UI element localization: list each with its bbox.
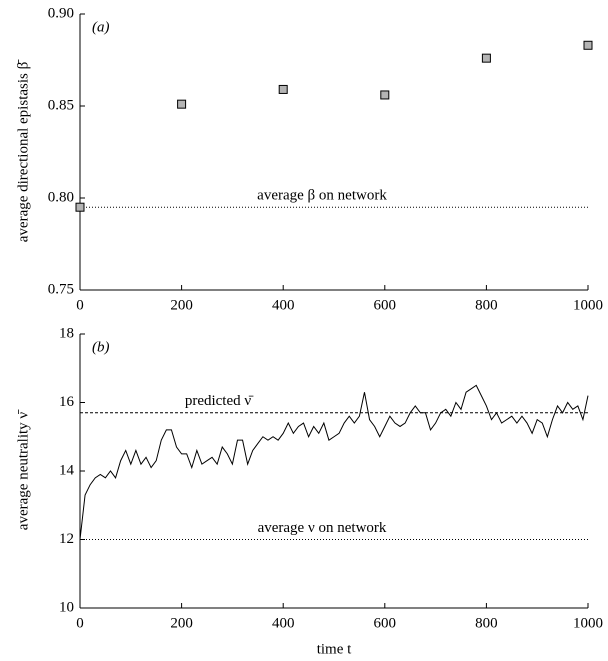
panel-label: (a) — [92, 19, 110, 35]
marker — [278, 84, 288, 94]
marker — [583, 40, 593, 50]
x-tick-label: 400 — [272, 297, 295, 313]
marker — [177, 99, 187, 109]
x-tick-label: 600 — [374, 615, 397, 631]
y-tick-label: 14 — [59, 462, 75, 478]
x-tick-label: 200 — [170, 297, 193, 313]
y-tick-label: 0.75 — [48, 281, 74, 297]
x-tick-label: 0 — [76, 297, 84, 313]
marker — [481, 53, 491, 63]
x-tick-label: 600 — [374, 297, 397, 313]
x-axis-label: time t — [317, 641, 352, 657]
y-tick-label: 0.80 — [48, 189, 74, 205]
y-tick-label: 18 — [59, 325, 74, 341]
x-tick-label: 1000 — [573, 615, 603, 631]
x-tick-label: 1000 — [573, 297, 603, 313]
x-tick-label: 800 — [475, 297, 498, 313]
y-tick-label: 16 — [59, 394, 75, 410]
y-tick-label: 12 — [59, 531, 74, 547]
series-line — [79, 384, 589, 540]
x-tick-label: 400 — [272, 615, 295, 631]
y-axis-label: average neutrality ν̄ — [15, 409, 31, 530]
y-tick-label: 0.85 — [48, 97, 74, 113]
y-tick-label: 0.90 — [48, 5, 74, 21]
panel-label: (b) — [92, 339, 110, 355]
reference-label: average ν on network — [258, 520, 387, 536]
x-tick-label: 0 — [76, 615, 84, 631]
marker — [75, 202, 85, 212]
x-tick-label: 800 — [475, 615, 498, 631]
reference-label: predicted ν̄ — [185, 393, 254, 409]
x-tick-label: 200 — [170, 615, 193, 631]
y-tick-label: 10 — [59, 599, 74, 615]
reference-label: average β on network — [257, 188, 387, 204]
y-axis-label: average directional epistasis β̄ — [15, 59, 31, 242]
marker — [380, 90, 390, 100]
